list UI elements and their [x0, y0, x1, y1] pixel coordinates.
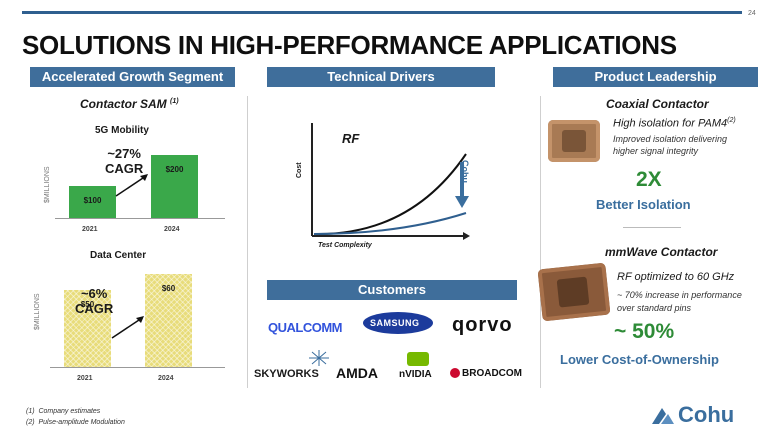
qualcomm-logo: QUALCOMM	[268, 320, 343, 335]
mmwave-contactor-image	[537, 262, 611, 322]
page-title: SOLUTIONS IN HIGH-PERFORMANCE APPLICATIO…	[22, 30, 677, 60]
cohu-footer-logo: Cohu	[678, 402, 735, 427]
footnote-2-num: (2)	[26, 419, 35, 426]
datacenter-bar-label-2021: $50	[80, 300, 95, 309]
contactor-sam-label: Contactor SAM	[80, 97, 167, 111]
broadcom-icon	[450, 368, 460, 378]
coaxial-big-label: Better Isolation	[596, 197, 691, 212]
divider-right	[540, 96, 541, 388]
footnote-1: (1) Company estimates	[26, 408, 100, 415]
datacenter-axis	[50, 367, 225, 368]
rf-label: RF	[342, 131, 360, 146]
product-separator	[623, 227, 681, 228]
mobility-bar-2024: $200	[151, 155, 198, 218]
datacenter-cagr: ~6% CAGR	[75, 286, 114, 316]
broadcom-logo: BROADCOM	[462, 368, 522, 379]
samsung-logo: SAMSUNG	[370, 318, 420, 328]
coaxial-title: Coaxial Contactor	[606, 97, 709, 111]
datacenter-bar-2024: $60	[145, 274, 192, 367]
footnote-1-num: (1)	[26, 408, 35, 415]
divider-left	[247, 96, 248, 388]
coaxial-desc-1: Improved isolation delivering	[613, 134, 728, 144]
banner-customers: Customers	[267, 280, 517, 300]
nvidia-logo: nVIDIA	[399, 369, 432, 380]
mmwave-title: mmWave Contactor	[605, 245, 718, 259]
mobility-ylabel: $MILLIONS	[44, 166, 51, 203]
mmwave-desc-1: ~ 70% increase in performance	[617, 290, 742, 300]
mobility-arrow	[115, 174, 148, 197]
footnote-1-text: Company estimates	[38, 408, 101, 415]
datacenter-arrow	[111, 316, 144, 339]
complexity-xlabel: Test Complexity	[318, 242, 372, 249]
cost-ylabel: Cost	[296, 162, 303, 178]
footnote-ref-2: (2)	[727, 117, 736, 124]
mmwave-desc-2: over standard pins	[617, 303, 692, 313]
datacenter-bar-label-2024: $60	[161, 284, 176, 293]
datacenter-ylabel: $MILLIONS	[34, 293, 41, 330]
skyworks-logo: SKYWORKS	[254, 368, 319, 380]
banner-technical: Technical Drivers	[267, 67, 495, 87]
mobility-bar-label-2021: $100	[83, 196, 102, 205]
rf-cost-curve	[313, 153, 467, 236]
cohu-mark: Cohu	[460, 160, 470, 183]
cohu-cost-curve	[313, 212, 467, 235]
coaxial-big-stat: 2X	[636, 168, 662, 191]
mobility-bar-label-2024: $200	[165, 165, 184, 174]
coaxial-headline-text: High isolation for PAM4	[613, 117, 728, 130]
mmwave-headline: RF optimized to 60 GHz	[617, 271, 735, 283]
coaxial-desc-2: higher signal integrity	[613, 146, 699, 156]
mobility-bar-2021: $100	[69, 186, 116, 218]
coaxial-contactor-image	[548, 120, 600, 162]
mobility-year-2021: 2021	[82, 226, 98, 233]
mobility-label: 5G Mobility	[95, 125, 149, 136]
amd-logo: AMDA	[336, 365, 378, 381]
datacenter-label: Data Center	[90, 250, 147, 261]
footnote-2: (2) Pulse-amplitude Modulation	[26, 419, 125, 426]
top-rule	[22, 11, 742, 14]
datacenter-year-2024: 2024	[158, 375, 174, 382]
footnote-ref-1: (1)	[170, 98, 179, 105]
mobility-cagr: ~27% CAGR	[105, 146, 144, 176]
page-number: 24	[748, 10, 756, 17]
mmwave-big-label: Lower Cost-of-Ownership	[560, 352, 719, 367]
qorvo-logo: qorvo	[452, 314, 513, 336]
samsung-oval	[363, 312, 433, 334]
mobility-axis	[55, 218, 225, 219]
mobility-year-2024: 2024	[164, 226, 180, 233]
banner-growth: Accelerated Growth Segment	[30, 67, 235, 87]
datacenter-chart: $50 $60	[50, 268, 225, 367]
contactor-sam-title: Contactor SAM (1)	[80, 97, 179, 111]
banner-product: Product Leadership	[553, 67, 758, 87]
nvidia-eye-icon	[407, 352, 429, 366]
datacenter-bar-2021: $50	[64, 290, 111, 367]
cohu-logo-icon	[652, 408, 674, 424]
footnote-2-text: Pulse-amplitude Modulation	[38, 419, 125, 426]
mmwave-big-stat: ~ 50%	[614, 320, 675, 343]
datacenter-year-2021: 2021	[77, 375, 93, 382]
skyworks-icon	[309, 350, 329, 366]
coaxial-headline: High isolation for PAM4(2)	[613, 117, 736, 130]
mobility-chart: $100 $200	[55, 145, 225, 218]
cost-complexity-diagram	[311, 123, 470, 240]
